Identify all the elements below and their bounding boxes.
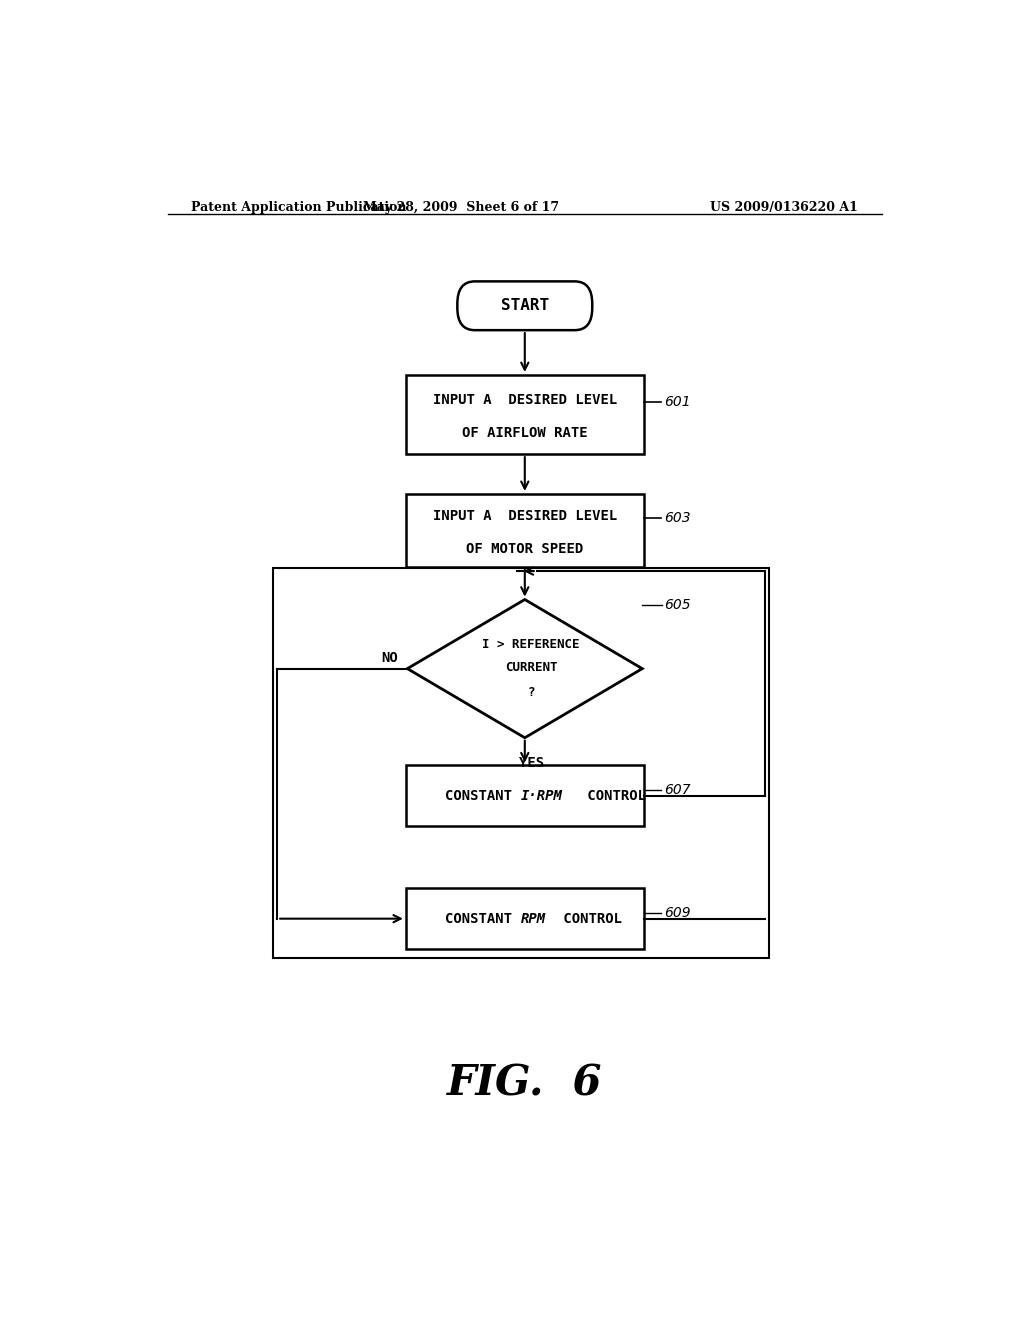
FancyBboxPatch shape [406,766,644,826]
FancyBboxPatch shape [406,494,644,568]
Text: RPM: RPM [521,912,546,925]
Text: CONSTANT: CONSTANT [445,788,521,803]
Text: 607: 607 [664,783,690,796]
Text: FIG.  6: FIG. 6 [447,1063,602,1105]
Text: May 28, 2009  Sheet 6 of 17: May 28, 2009 Sheet 6 of 17 [364,201,559,214]
Text: CONTROL: CONTROL [579,788,646,803]
Text: 601: 601 [664,395,690,409]
Text: US 2009/0136220 A1: US 2009/0136220 A1 [711,201,858,214]
Text: CONSTANT: CONSTANT [445,912,521,925]
Text: INPUT A  DESIRED LEVEL: INPUT A DESIRED LEVEL [433,510,616,523]
FancyBboxPatch shape [406,888,644,949]
Text: OF AIRFLOW RATE: OF AIRFLOW RATE [462,426,588,440]
Text: INPUT A  DESIRED LEVEL: INPUT A DESIRED LEVEL [433,393,616,408]
Text: ?: ? [527,685,535,698]
FancyBboxPatch shape [458,281,592,330]
Text: CONTROL: CONTROL [555,912,622,925]
FancyBboxPatch shape [406,375,644,454]
Text: CURRENT: CURRENT [505,661,557,675]
Text: START: START [501,298,549,313]
Polygon shape [408,599,642,738]
Text: I > REFERENCE: I > REFERENCE [482,638,580,651]
Text: OF MOTOR SPEED: OF MOTOR SPEED [466,541,584,556]
Text: I·RPM: I·RPM [521,788,563,803]
Text: 603: 603 [664,511,690,525]
Text: YES: YES [518,756,544,770]
Text: 609: 609 [664,906,690,920]
Text: Patent Application Publication: Patent Application Publication [191,201,407,214]
Text: 605: 605 [665,598,691,611]
Text: NO: NO [381,652,397,665]
FancyBboxPatch shape [273,568,769,958]
